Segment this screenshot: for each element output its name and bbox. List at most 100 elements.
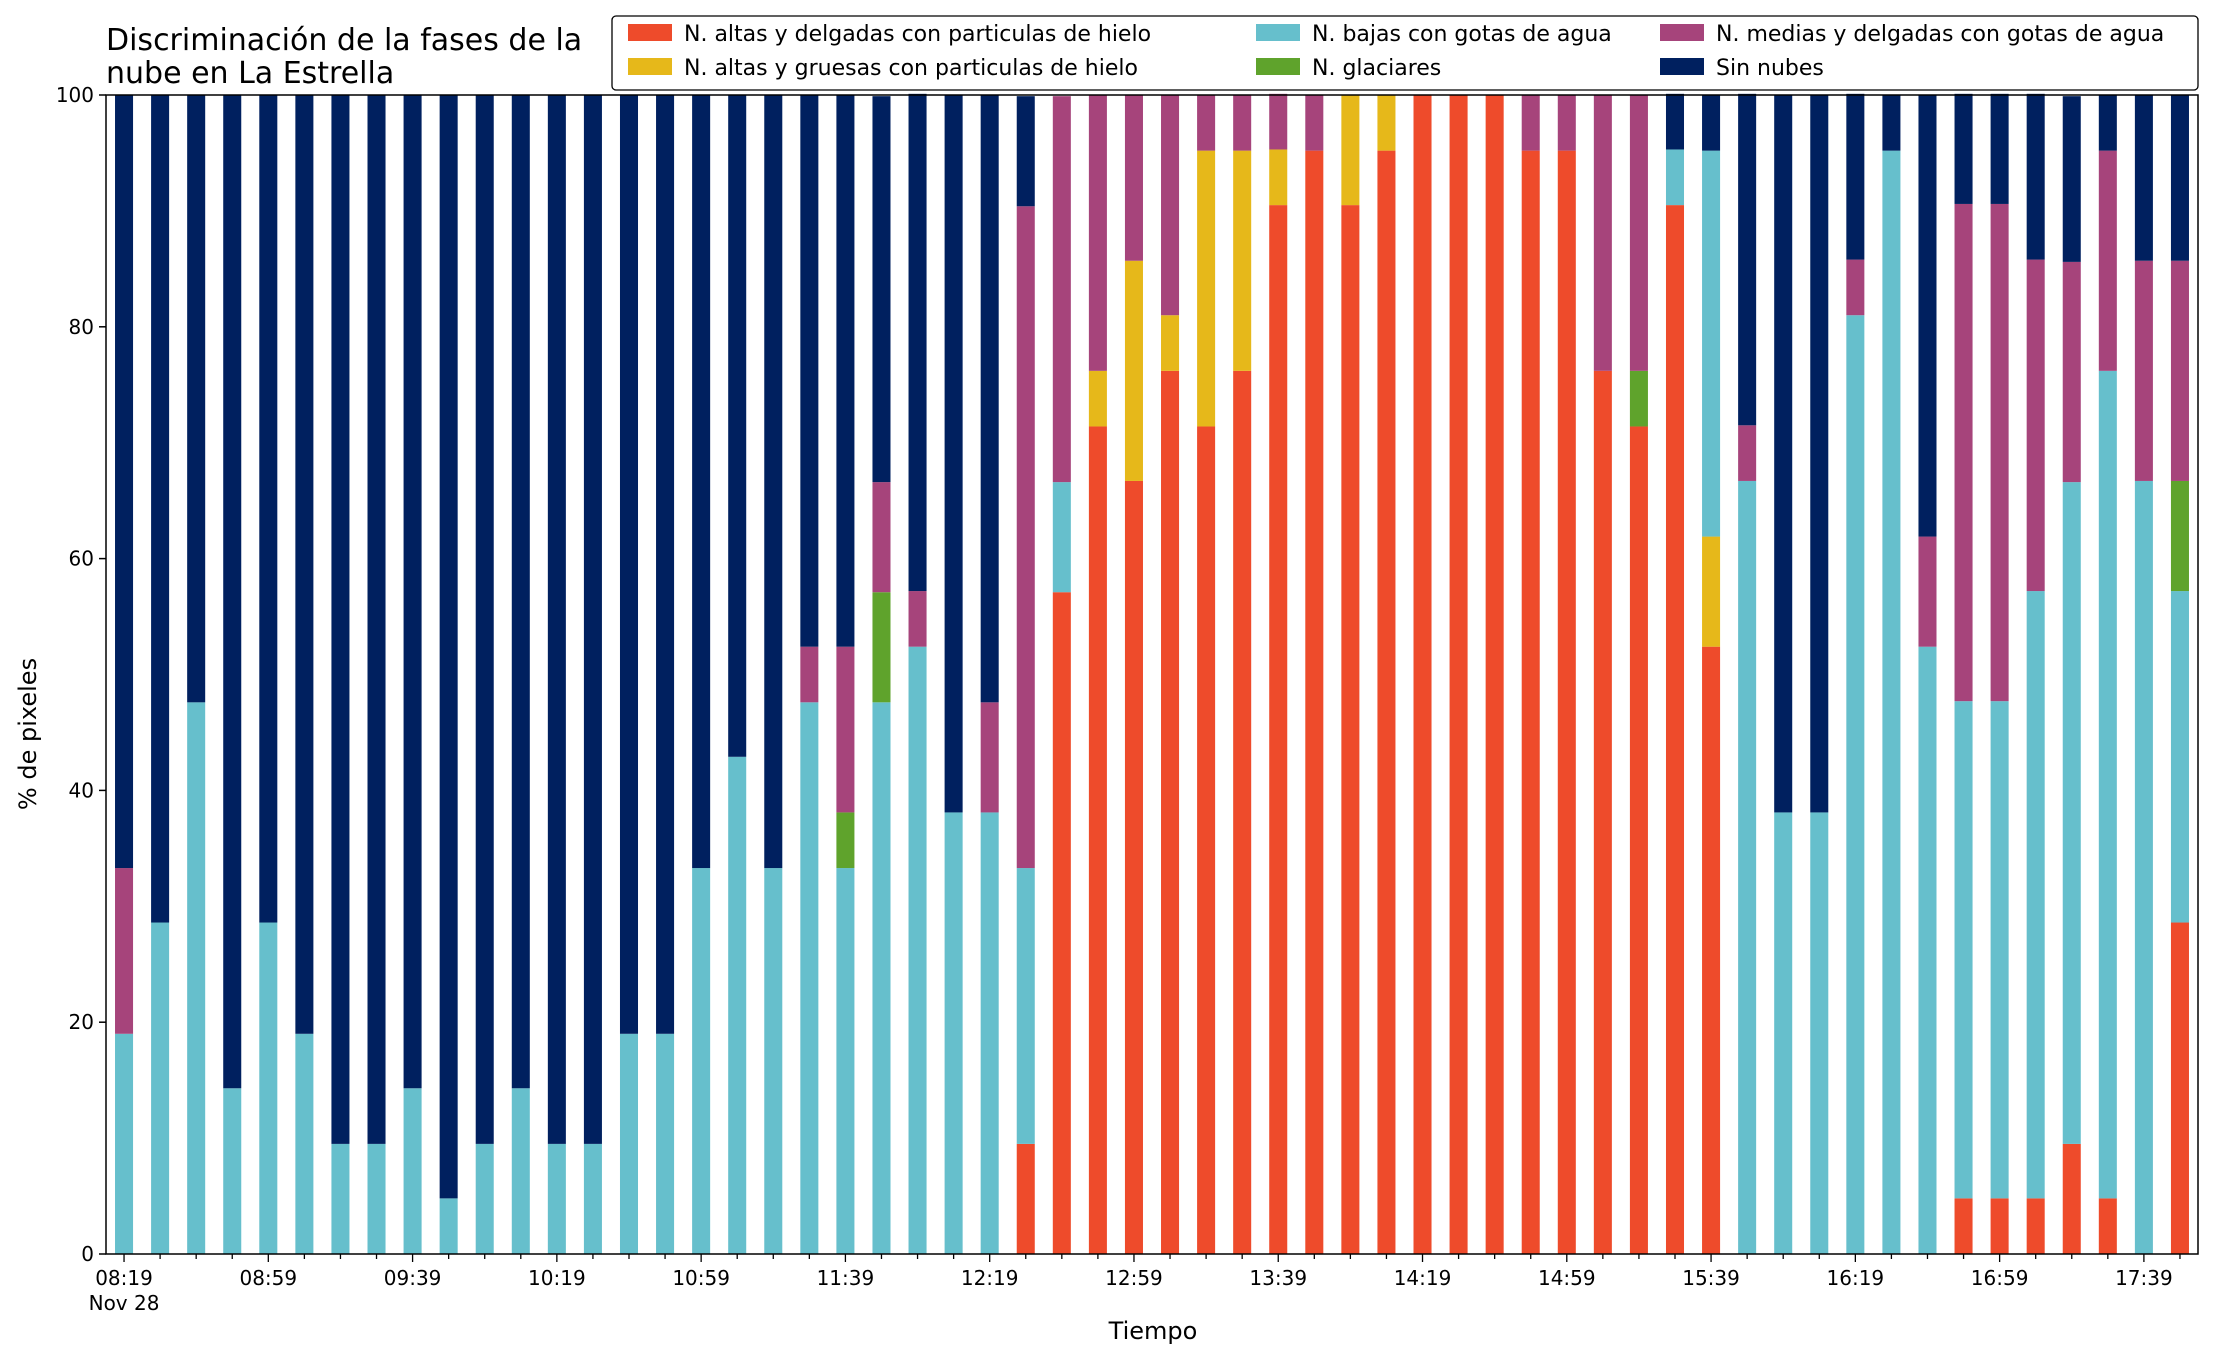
bar-segment-25-series-2 [1016,868,1035,1144]
bar-segment-49-series-2 [1882,150,1901,1254]
bar-segment-12-series-5 [547,95,566,1144]
y-tick-label: 20 [69,1010,94,1034]
bar-segment-9-series-2 [439,1198,458,1254]
bar-segment-22-series-2 [908,646,927,1254]
bar-segment-44-series-0 [1702,646,1721,1254]
y-tick-label: 0 [81,1242,94,1266]
bar-segment-25-series-4 [1016,206,1035,869]
bar-segment-20-series-5 [836,95,855,647]
legend-label: N. medias y delgadas con gotas de agua [1716,22,2164,47]
bar-segment-41-series-4 [1593,95,1612,371]
bar-segment-13-series-2 [583,1143,602,1254]
bar-segment-39-series-4 [1521,95,1540,151]
bar-segment-21-series-5 [872,96,891,483]
bar-segment-19-series-5 [800,95,819,647]
legend-swatch [1256,24,1300,41]
bar-segment-24-series-4 [980,702,999,813]
bar-segment-21-series-4 [872,482,891,593]
legend-swatch [628,58,672,75]
legend-label: Sin nubes [1716,56,1824,81]
x-tick-label: 12:59 [1105,1266,1163,1290]
bar-segment-30-series-1 [1197,150,1216,427]
bar-segment-19-series-4 [800,646,819,703]
legend-label: N. bajas con gotas de agua [1312,22,1612,47]
bar-segment-46-series-5 [1774,95,1793,813]
bar-segment-30-series-0 [1197,426,1216,1255]
bar-segment-56-series-5 [2134,95,2153,261]
bar-segment-0-series-4 [115,868,134,1034]
x-axis-label: Tiempo [1108,1317,1198,1345]
x-tick-label: 14:19 [1394,1266,1452,1290]
bar-segment-57-series-4 [2170,260,2189,481]
bar-segment-10-series-5 [475,95,494,1144]
x-tick-label: 16:59 [1971,1266,2029,1290]
bar-segment-48-series-2 [1846,315,1865,1255]
bar-segment-17-series-5 [728,95,747,757]
bar-segment-25-series-0 [1016,1143,1035,1254]
bar-segment-56-series-4 [2134,260,2153,481]
legend-swatch [1256,58,1300,75]
bar-segment-54-series-0 [2062,1143,2081,1254]
bar-segment-57-series-3 [2170,480,2189,592]
bar-segment-51-series-2 [1954,701,1973,1199]
bar-segment-31-series-4 [1233,95,1252,151]
bar-segment-1-series-2 [151,922,170,1254]
bar-segment-51-series-5 [1954,93,1973,204]
y-tick-label: 100 [56,83,94,107]
bar-segment-24-series-2 [980,812,999,1254]
y-tick-label: 40 [69,778,94,802]
y-axis-label: % de pixeles [14,658,42,810]
legend-label: N. altas y delgadas con particulas de hi… [684,22,1151,47]
bar-segment-30-series-4 [1197,95,1216,151]
bar-segment-6-series-2 [331,1143,350,1254]
bar-segment-32-series-1 [1269,149,1288,206]
bar-segment-43-series-5 [1665,93,1685,150]
bar-segment-20-series-3 [836,812,855,869]
bar-segment-8-series-5 [403,95,422,1089]
bar-segment-42-series-3 [1629,370,1648,427]
bar-segment-26-series-0 [1052,592,1071,1254]
x-tick-label: 11:39 [817,1266,875,1290]
bar-segment-27-series-4 [1088,95,1107,371]
bar-segment-45-series-4 [1738,425,1757,481]
bar-segment-29-series-1 [1161,315,1180,371]
bar-segment-47-series-2 [1810,812,1829,1254]
bar-segment-0-series-5 [115,95,134,869]
bar-segment-11-series-5 [511,95,530,1089]
bar-segment-5-series-5 [295,95,314,1034]
bar-segment-18-series-2 [764,868,783,1254]
bar-segment-17-series-2 [728,756,747,1254]
legend-swatch [1660,58,1704,75]
bar-segment-3-series-5 [223,95,242,1089]
bar-segment-57-series-5 [2170,95,2189,261]
bar-segment-21-series-3 [872,592,891,703]
bar-segment-14-series-5 [619,95,639,1034]
bar-segment-3-series-2 [223,1088,242,1254]
bar-segment-29-series-4 [1161,95,1180,316]
bar-segment-27-series-0 [1088,426,1107,1255]
bar-segment-35-series-1 [1377,95,1396,151]
bar-segment-44-series-1 [1702,536,1721,647]
bar-segment-33-series-0 [1305,150,1324,1254]
bar-segment-15-series-2 [656,1033,675,1254]
bar-segment-15-series-5 [656,95,675,1034]
bar-segment-4-series-2 [259,922,278,1254]
bar-segment-34-series-1 [1341,95,1360,206]
bar-segment-43-series-2 [1665,149,1685,206]
bar-segment-31-series-0 [1233,370,1252,1255]
bar-segment-9-series-5 [439,95,458,1199]
x-tick-label: 09:39 [384,1266,442,1290]
bar-segment-55-series-4 [2098,150,2117,371]
bar-segment-38-series-0 [1485,95,1504,1254]
bar-segment-23-series-5 [944,95,963,813]
bar-segment-52-series-4 [1990,203,2009,702]
bar-segment-50-series-4 [1918,536,1937,647]
bar-segment-42-series-4 [1629,95,1648,371]
legend-box [611,15,2199,91]
x-tick-label: 14:59 [1538,1266,1596,1290]
bar-segment-43-series-0 [1665,205,1685,1255]
bar-segment-16-series-5 [692,95,711,869]
bar-segment-18-series-5 [764,95,783,869]
